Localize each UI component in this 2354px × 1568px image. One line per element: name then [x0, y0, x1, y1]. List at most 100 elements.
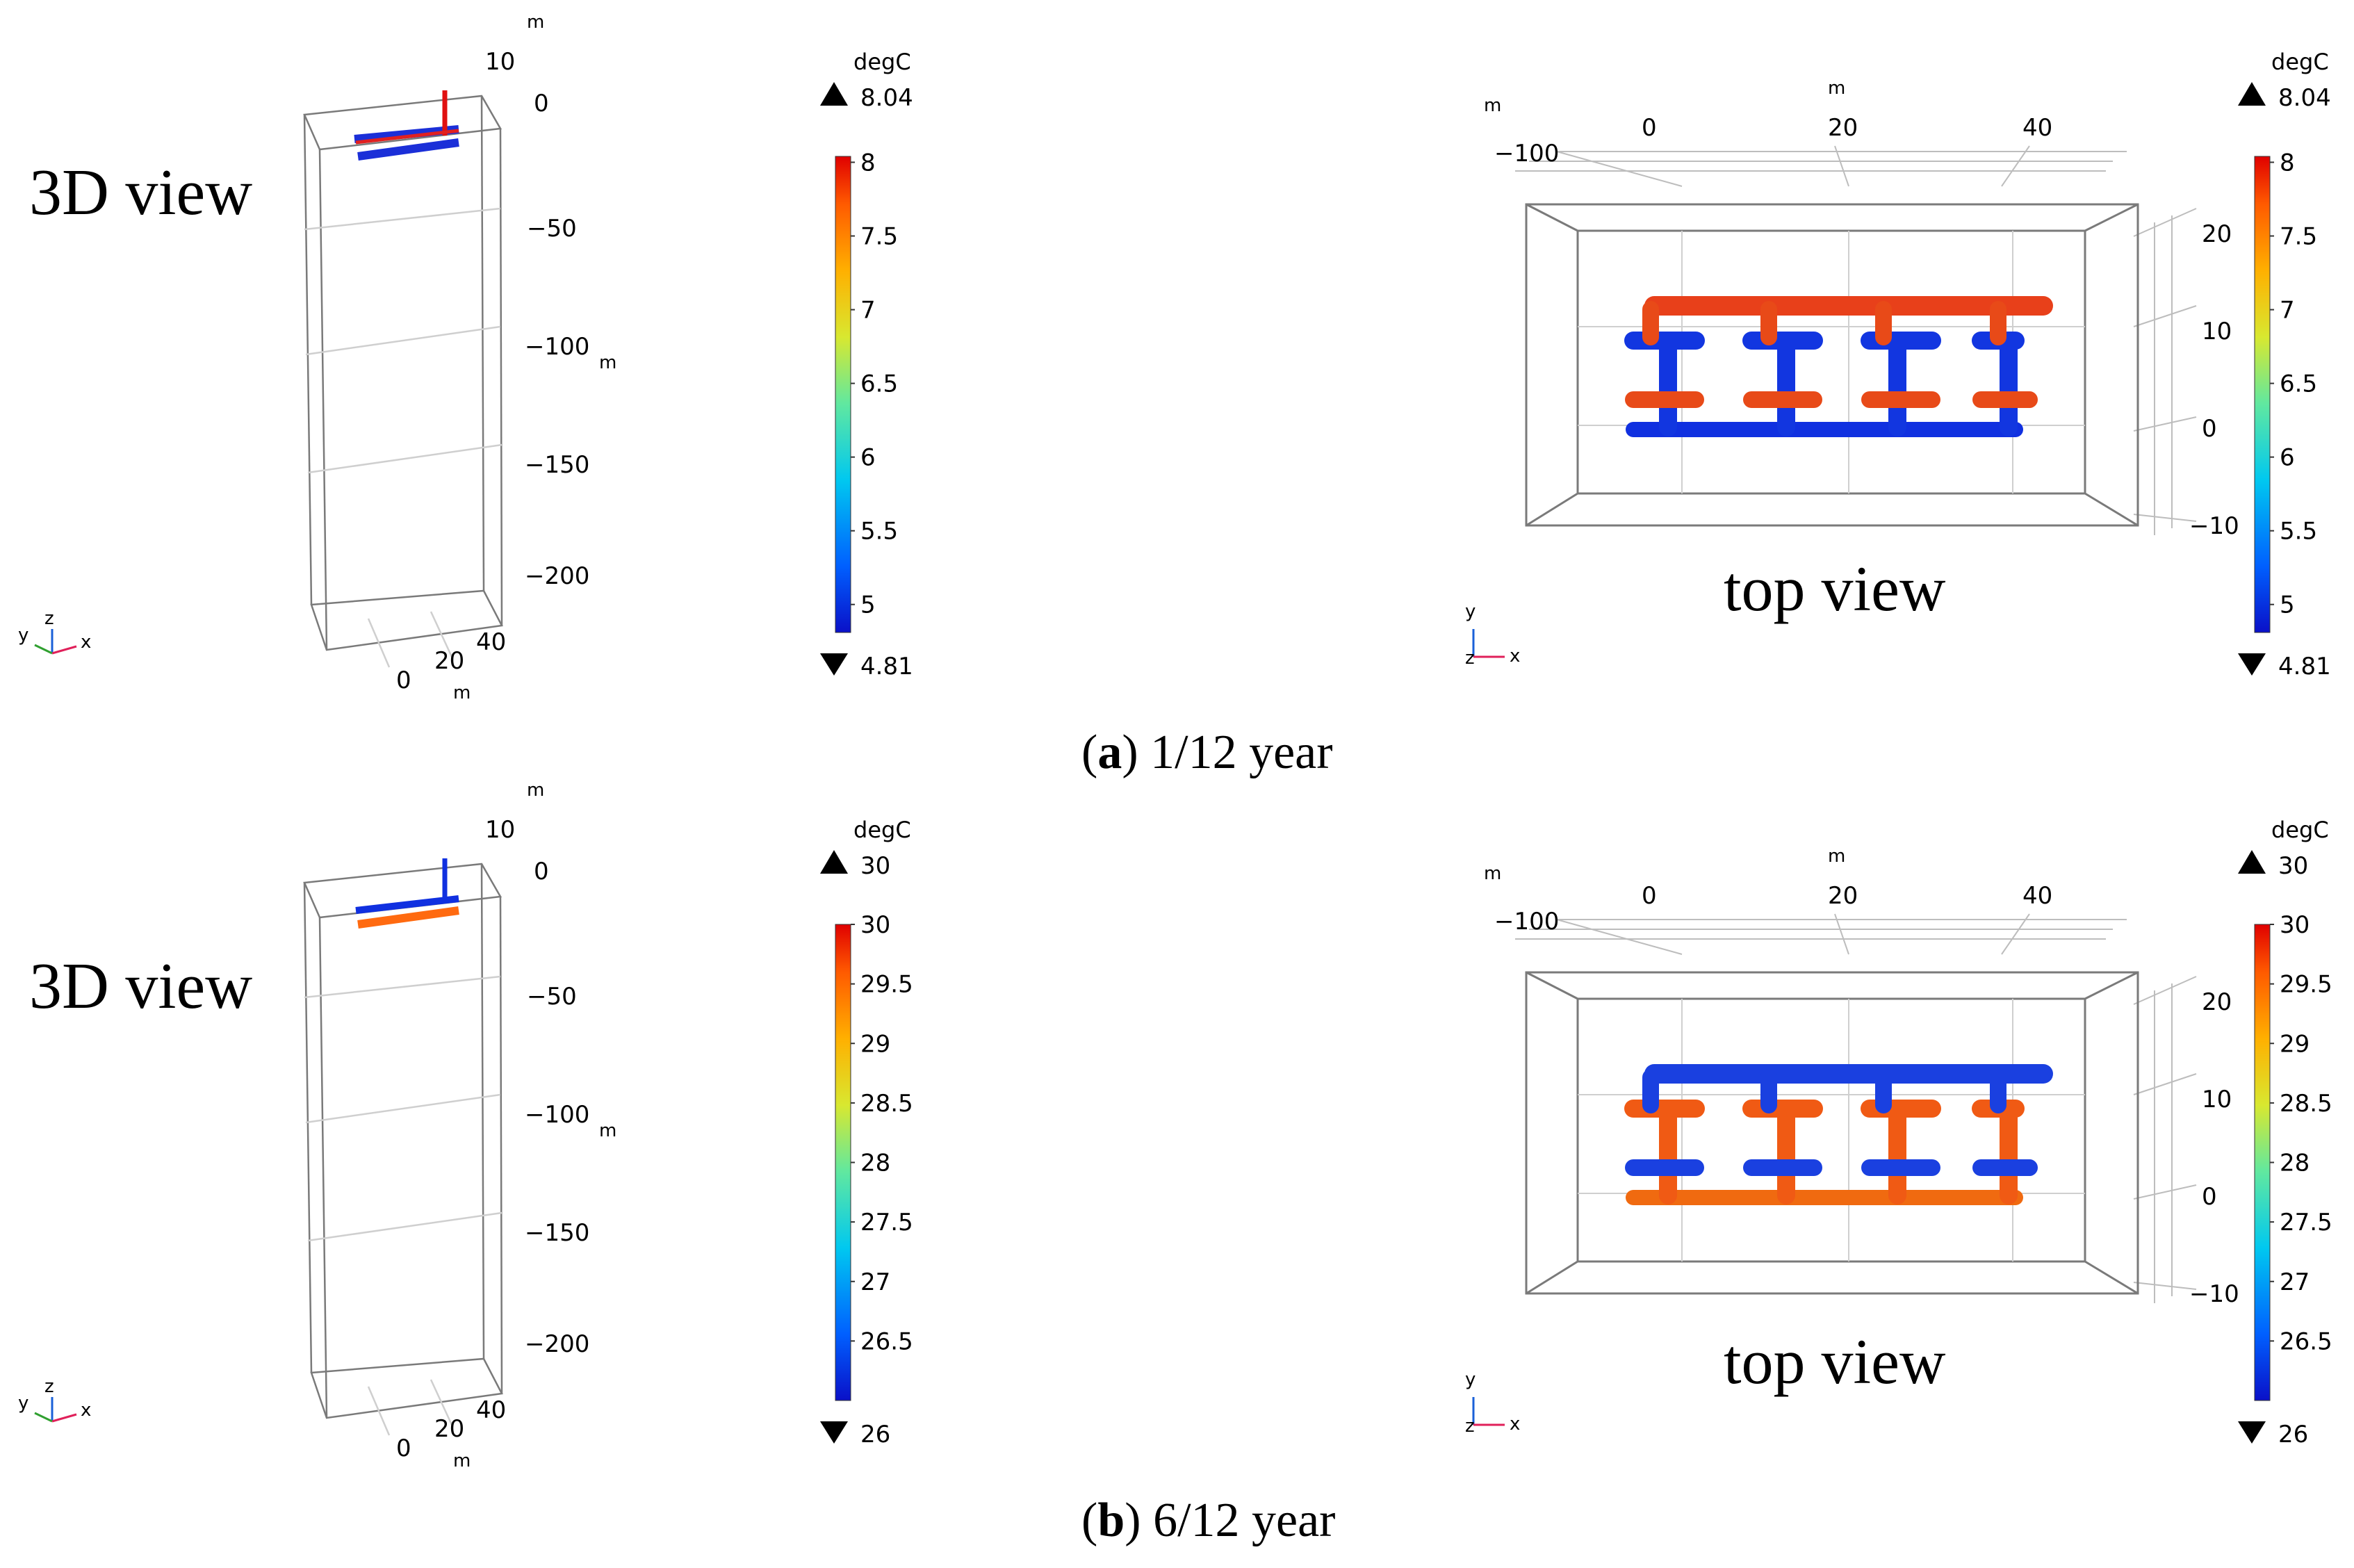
- svg-text:4.81: 4.81: [2278, 653, 2331, 680]
- svg-text:−100: −100: [525, 1101, 589, 1129]
- colorbar-tick-label: 5.5: [860, 518, 898, 546]
- pipes-3d-b: [354, 899, 458, 1373]
- top-view-label: top view: [1724, 553, 1946, 624]
- colorbar-tick-label: 26.5: [2280, 1328, 2332, 1355]
- colorbar-tick-label: 29: [2280, 1030, 2310, 1058]
- svg-text:y: y: [18, 625, 28, 646]
- x-unit: m: [453, 683, 471, 703]
- axis-triad-icon: z x y: [18, 608, 91, 655]
- min-triangle-icon: [820, 653, 848, 676]
- svg-text:40: 40: [476, 1396, 506, 1424]
- colorbar-tick-label: 7.5: [860, 223, 898, 251]
- x-tick: 20: [434, 647, 464, 675]
- manifold-3d-a: [354, 125, 459, 161]
- colorbar-tick-label: 29.5: [860, 971, 913, 999]
- colorbar-tick-label: 28.5: [860, 1090, 913, 1118]
- colorbar-tick-label: 27.5: [2280, 1209, 2332, 1236]
- svg-text:20: 20: [434, 1415, 464, 1443]
- svg-text:10: 10: [485, 816, 515, 844]
- colorbar-tick-label: 6: [860, 444, 876, 472]
- svg-text:10: 10: [2202, 1086, 2232, 1113]
- colorbar-tick-label: 6.5: [2280, 370, 2317, 398]
- colorbar-tick-label: 7.5: [2280, 223, 2317, 251]
- colorbar-tick-label: 7: [2280, 297, 2295, 325]
- colorbar-gradient: [835, 156, 851, 633]
- svg-text:0: 0: [2202, 1183, 2217, 1211]
- colorbar-tick-label: 26.5: [860, 1328, 913, 1355]
- box3d: [303, 95, 503, 668]
- colorbar-unit: degC: [853, 49, 911, 75]
- colorbar-3d-b: degC 30 30 29.5 29 28.5 28 27.5 27 26.5 26: [820, 817, 913, 1448]
- svg-text:−10: −10: [2189, 512, 2239, 540]
- colorbar-max: 8.04: [860, 84, 913, 112]
- svg-text:20: 20: [2202, 220, 2232, 248]
- svg-text:m: m: [527, 780, 544, 801]
- svg-text:10: 10: [2202, 318, 2232, 345]
- svg-text:degC: degC: [853, 817, 911, 843]
- axis-triad-icon: y x z: [1465, 601, 1520, 669]
- svg-text:−200: −200: [525, 1330, 589, 1358]
- svg-text:30: 30: [860, 852, 890, 880]
- svg-text:0: 0: [1642, 882, 1657, 910]
- caption-a: (a) 1/12 year: [1081, 726, 1333, 779]
- z-unit2: m: [599, 352, 616, 373]
- svg-text:20: 20: [1828, 114, 1858, 142]
- colorbar-tick-label: 27: [860, 1268, 890, 1296]
- view3d-label: 3D view: [29, 156, 252, 229]
- colorbar-tick-label: 29: [860, 1030, 890, 1058]
- svg-text:y: y: [18, 1393, 28, 1414]
- colorbar-tick-label: 28: [2280, 1150, 2310, 1177]
- colorbar-3d-a: degC 8.04 8 7.5 7 6.5 6 5.5 5 4.81: [820, 49, 913, 680]
- top-view-label: top view: [1724, 1326, 1946, 1397]
- z-tick: −150: [525, 451, 589, 479]
- colorbar-top-b: degC 30 30 29.5 29 28.5 28 27.5 27 26.5 26: [2238, 817, 2332, 1448]
- svg-text:0: 0: [396, 1435, 411, 1462]
- max-triangle-icon: [820, 82, 848, 106]
- view3d-label: 3D view: [29, 950, 252, 1022]
- topview-a: top view m 0 20 40 m −100 20 10 0 −10 y …: [1465, 78, 2239, 669]
- svg-text:m: m: [1828, 78, 1845, 99]
- z-tick: 0: [534, 90, 549, 117]
- colorbar-tick-label: 30: [2280, 911, 2310, 939]
- svg-text:degC: degC: [2271, 49, 2329, 75]
- svg-text:z: z: [1465, 648, 1475, 669]
- svg-text:m: m: [1828, 846, 1845, 867]
- svg-text:−150: −150: [525, 1219, 589, 1247]
- colorbar-min: 4.81: [860, 653, 913, 680]
- svg-text:degC: degC: [2271, 817, 2329, 843]
- svg-text:x: x: [1510, 646, 1520, 667]
- svg-text:−50: −50: [527, 983, 577, 1011]
- z-tick: 10: [485, 48, 515, 76]
- z-unit: m: [527, 12, 544, 33]
- svg-text:m: m: [599, 1120, 616, 1141]
- svg-text:0: 0: [1642, 114, 1657, 142]
- svg-text:26: 26: [860, 1421, 890, 1448]
- colorbar-tick-label: 5: [2280, 591, 2295, 619]
- colorbar-tick-label: 6.5: [860, 370, 898, 398]
- z-tick: −100: [525, 333, 589, 361]
- panel-b: 3D view m: [18, 780, 2332, 1547]
- colorbar-tick-label: 27.5: [860, 1209, 913, 1236]
- colorbar-tick-label: 5.5: [2280, 518, 2317, 546]
- topview-b: top view m 0 20 40 m −100 20 10 0 −10 y …: [1465, 846, 2239, 1437]
- svg-text:40: 40: [2022, 114, 2052, 142]
- svg-text:m: m: [1484, 95, 1501, 116]
- svg-text:x: x: [81, 632, 91, 653]
- colorbar-tick-label: 6: [2280, 444, 2295, 472]
- colorbar-tick-label: 8: [2280, 149, 2295, 177]
- svg-text:0: 0: [534, 858, 549, 885]
- svg-text:z: z: [1465, 1416, 1475, 1437]
- svg-text:20: 20: [2202, 988, 2232, 1016]
- svg-text:0: 0: [2202, 415, 2217, 443]
- svg-text:m: m: [453, 1451, 471, 1471]
- svg-text:z: z: [44, 1376, 54, 1397]
- colorbar-tick-label: 28.5: [2280, 1090, 2332, 1118]
- svg-text:y: y: [1465, 601, 1476, 622]
- svg-text:z: z: [44, 608, 54, 629]
- svg-text:x: x: [1510, 1414, 1520, 1435]
- colorbar-tick-label: 5: [860, 591, 876, 619]
- svg-text:30: 30: [2278, 852, 2308, 880]
- axis-triad-icon: z x y: [18, 1376, 91, 1423]
- colorbar-tick-label: 29.5: [2280, 971, 2332, 999]
